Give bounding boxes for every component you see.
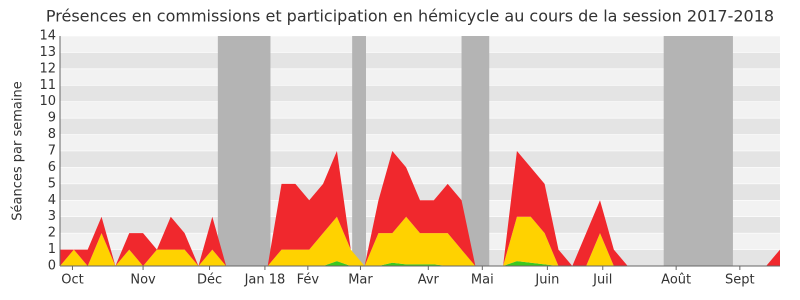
y-axis-label: Séances par semaine	[11, 81, 26, 220]
area	[60, 151, 780, 266]
chart-title: Présences en commissions et participatio…	[46, 7, 774, 26]
y-tick-label: 8	[48, 127, 56, 142]
x-tick-label: Déc	[197, 273, 222, 288]
y-tick-label: 14	[39, 29, 56, 44]
x-tick-label: Jan 18	[244, 273, 286, 288]
y-tick-label: 10	[39, 94, 56, 109]
x-tick-label: Fév	[297, 273, 320, 288]
x-tick-label: Août	[661, 273, 691, 288]
y-tick-label: 11	[39, 78, 56, 93]
recess-band	[217, 36, 271, 266]
area	[60, 261, 780, 266]
x-tick-label: Mai	[471, 273, 494, 288]
y-tick-label: 5	[48, 176, 56, 191]
area	[60, 216, 780, 266]
y-tick-label: 4	[48, 193, 56, 208]
recess-band	[352, 36, 366, 266]
x-tick-label: Juil	[592, 273, 612, 288]
y-tick-label: 13	[39, 45, 56, 60]
y-tick-label: 2	[48, 226, 56, 241]
y-tick-label: 0	[48, 259, 56, 274]
x-tick-label: Nov	[130, 273, 156, 288]
y-tick-label: 3	[48, 209, 56, 224]
y-tick-label: 6	[48, 160, 56, 175]
y-tick-label: 9	[48, 111, 56, 126]
x-tick-label: Sept	[725, 273, 755, 288]
x-tick-label: Oct	[61, 273, 83, 288]
x-tick-label: Juin	[534, 273, 559, 288]
x-tick-label: Avr	[418, 273, 440, 288]
y-tick-label: 1	[48, 242, 56, 257]
y-tick-label: 12	[39, 61, 56, 76]
recess-band	[663, 36, 733, 266]
x-tick-label: Mar	[348, 273, 373, 288]
y-tick-label: 7	[48, 144, 56, 159]
